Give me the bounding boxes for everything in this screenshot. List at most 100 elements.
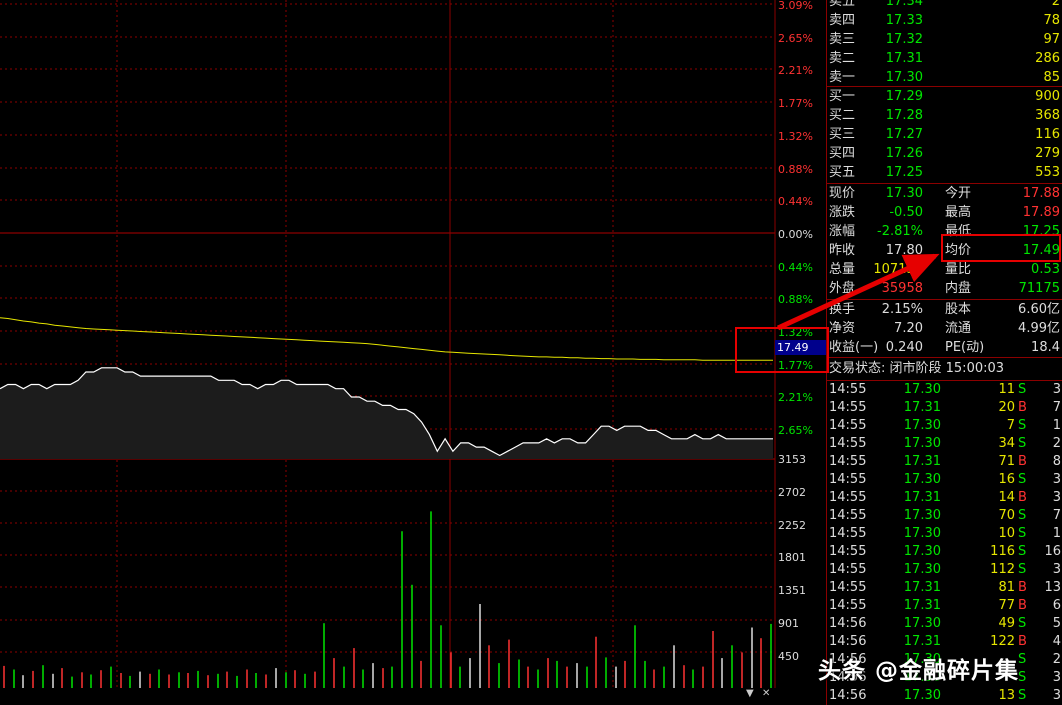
quote-value: 71175: [1018, 281, 1060, 296]
price-axis-label: 0.88%: [778, 163, 813, 176]
level-price: 17.34: [885, 0, 923, 9]
tick-time: 14:55: [829, 436, 867, 451]
volume-axis-label: 2252: [778, 519, 806, 532]
quote-row: 外盘 35958 内盘 71175: [827, 280, 1062, 298]
level-volume: 97: [1043, 32, 1060, 47]
bid-level: 买三 17.27 116: [827, 126, 1062, 144]
chart-canvas: [0, 0, 776, 688]
tick-row: 14:55 17.30 16 S 3: [827, 471, 1062, 489]
quote-panel: 卖五 17.34 2 卖四 17.33 78 卖三 17.32 97 卖二 17.31 286 卖一 17…: [826, 0, 1062, 705]
tick-time: 14:56: [829, 688, 867, 703]
tick-volume: 71: [998, 454, 1015, 469]
tick-volume: 14: [998, 490, 1015, 505]
level-label: 卖一: [829, 70, 856, 85]
tick-price: 17.30: [903, 526, 941, 541]
fund-value: 7.20: [894, 321, 923, 336]
level-label: 买一: [829, 89, 856, 104]
price-axis-label: 1.32%: [778, 130, 813, 143]
level-price: 17.28: [885, 108, 923, 123]
quote-label: 总量: [829, 262, 856, 277]
tick-count: 2: [1052, 652, 1061, 667]
tick-time: 14:55: [829, 490, 867, 505]
tick-row: 14:55 17.30 70 S 7: [827, 507, 1062, 525]
tick-volume: 16: [998, 472, 1015, 487]
tick-count: 6: [1052, 598, 1061, 613]
tick-time: 14:55: [829, 400, 867, 415]
watermark: 头条 @金融碎片集: [818, 658, 1020, 684]
dropdown-arrow-icon[interactable]: ▼: [746, 688, 754, 699]
tick-time: 14:56: [829, 652, 867, 667]
fund-value: 18.4: [1031, 340, 1060, 355]
bid-level: 买四 17.26 279: [827, 145, 1062, 163]
tick-time: 14:55: [829, 544, 867, 559]
tick-count: 3: [1052, 562, 1061, 577]
level-price: 17.33: [885, 13, 923, 28]
tick-price: 17.30: [903, 652, 941, 667]
ask-level: 卖二 17.31 286: [827, 50, 1062, 68]
tick-count: 4: [1052, 634, 1061, 649]
quote-value: 17.89: [1022, 205, 1060, 220]
ask-level: 卖四 17.33 78: [827, 12, 1062, 30]
tick-direction: S: [1018, 670, 1027, 685]
tick-count: 3: [1052, 688, 1061, 703]
tick-count: 13: [1044, 580, 1061, 595]
level-label: 买四: [829, 146, 856, 161]
divider: [827, 299, 1062, 300]
level-label: 买二: [829, 108, 856, 123]
price-axis-label: 0.00%: [778, 228, 813, 241]
tick-price: 17.30: [903, 472, 941, 487]
price-axis-label: 3.09%: [778, 0, 813, 12]
fund-label: 股本: [945, 302, 972, 317]
tick-row: 14:55 17.30 112 S 3: [827, 561, 1062, 579]
fund-label: 净资: [829, 321, 856, 336]
avg-price-line: [0, 317, 773, 361]
tick-time: 14:55: [829, 454, 867, 469]
volume-axis-label: 901: [778, 617, 799, 630]
tick-price: 17.31: [903, 490, 941, 505]
price-axis-label: 1.77%: [778, 97, 813, 110]
tick-count: 5: [1052, 616, 1061, 631]
level-label: 买三: [829, 127, 856, 142]
tick-direction: S: [1018, 652, 1027, 667]
quote-label: 今开: [945, 186, 972, 201]
tick-volume: 81: [998, 580, 1015, 595]
tick-volume: 11: [998, 382, 1015, 397]
tick-direction: B: [1018, 580, 1027, 595]
level-price: 17.31: [885, 51, 923, 66]
price-area: [0, 367, 773, 459]
tick-direction: B: [1018, 400, 1027, 415]
tick-time: 14:55: [829, 526, 867, 541]
close-icon[interactable]: ✕: [762, 688, 771, 699]
trade-status-text: 交易状态: 闭市阶段 15:00:03: [829, 361, 1005, 376]
tick-row: 14:55 17.30 34 S 2: [827, 435, 1062, 453]
level-price: 17.32: [885, 32, 923, 47]
ask-level: 卖三 17.32 97: [827, 31, 1062, 49]
tick-row: 14:55 17.30 7 S 1: [827, 417, 1062, 435]
tick-price: 17.31: [903, 634, 941, 649]
volume-pane-bg: [0, 459, 775, 688]
fund-label: 流通: [945, 321, 972, 336]
ask-level: 卖一 17.30 85: [827, 69, 1062, 87]
tick-count: 3: [1052, 472, 1061, 487]
quote-row: 涨幅 -2.81% 最低 17.25: [827, 223, 1062, 241]
intraday-chart[interactable]: 3.09% 2.65% 2.21% 1.77% 1.32% 0.88% 0.44% 0.00%…: [0, 0, 827, 705]
fundamentals-row: 换手 2.15% 股本 6.60亿: [827, 301, 1062, 319]
tick-volume: 7: [1006, 418, 1015, 433]
tick-price: 17.30: [903, 544, 941, 559]
price-axis-label: 0.44%: [778, 261, 813, 274]
tick-volume: 122: [990, 634, 1015, 649]
tick-direction: B: [1018, 490, 1027, 505]
tick-direction: B: [1018, 454, 1027, 469]
tick-time: 14:56: [829, 670, 867, 685]
level-volume: 78: [1043, 13, 1060, 28]
quote-label: 涨幅: [829, 224, 856, 239]
tick-price: 17.31: [903, 454, 941, 469]
tick-row: 14:55 17.31 20 B 7: [827, 399, 1062, 417]
level-label: 卖三: [829, 32, 856, 47]
fund-value: 0.240: [885, 340, 923, 355]
level-label: 卖五: [829, 0, 856, 9]
quote-value: 17.30: [885, 186, 923, 201]
quote-label: 昨收: [829, 243, 856, 258]
level-volume: 900: [1035, 89, 1060, 104]
tick-price: 17.30: [903, 508, 941, 523]
